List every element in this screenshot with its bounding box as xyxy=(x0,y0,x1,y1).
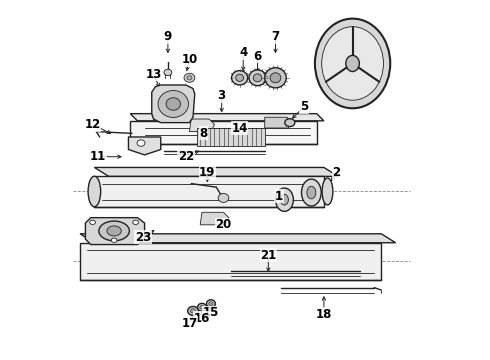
Ellipse shape xyxy=(164,69,172,76)
Ellipse shape xyxy=(285,119,295,127)
Text: 11: 11 xyxy=(90,150,106,163)
Ellipse shape xyxy=(99,221,129,241)
Text: 14: 14 xyxy=(231,122,248,135)
Ellipse shape xyxy=(275,188,294,211)
Ellipse shape xyxy=(133,220,139,225)
Text: 1: 1 xyxy=(275,190,283,203)
Ellipse shape xyxy=(191,309,196,313)
Polygon shape xyxy=(130,121,317,144)
Text: 21: 21 xyxy=(260,249,276,262)
Ellipse shape xyxy=(184,73,195,82)
Text: 15: 15 xyxy=(203,306,219,319)
Ellipse shape xyxy=(200,306,204,309)
Ellipse shape xyxy=(197,303,206,311)
Text: 6: 6 xyxy=(253,50,262,63)
Ellipse shape xyxy=(301,179,321,206)
Ellipse shape xyxy=(307,186,316,199)
Polygon shape xyxy=(85,218,145,244)
Text: 16: 16 xyxy=(194,311,210,325)
Text: 2: 2 xyxy=(332,166,341,179)
Text: 20: 20 xyxy=(216,218,232,231)
Polygon shape xyxy=(130,114,324,121)
Polygon shape xyxy=(95,167,338,176)
Ellipse shape xyxy=(90,220,96,225)
Polygon shape xyxy=(95,176,324,207)
Text: 8: 8 xyxy=(199,127,208,140)
Ellipse shape xyxy=(346,55,359,72)
Polygon shape xyxy=(152,85,195,123)
Text: 18: 18 xyxy=(316,308,332,321)
Text: 12: 12 xyxy=(84,118,101,131)
Ellipse shape xyxy=(111,238,117,242)
Text: 13: 13 xyxy=(146,68,162,81)
Ellipse shape xyxy=(249,70,266,86)
Ellipse shape xyxy=(188,306,198,315)
Polygon shape xyxy=(196,128,265,146)
Ellipse shape xyxy=(232,71,247,85)
Ellipse shape xyxy=(206,300,216,308)
Polygon shape xyxy=(80,234,395,243)
Text: 3: 3 xyxy=(218,89,226,102)
Polygon shape xyxy=(265,117,289,128)
Ellipse shape xyxy=(166,98,180,110)
Ellipse shape xyxy=(253,74,262,82)
Ellipse shape xyxy=(322,27,384,100)
Ellipse shape xyxy=(209,302,213,306)
Text: 10: 10 xyxy=(181,53,197,66)
Ellipse shape xyxy=(158,90,189,117)
Ellipse shape xyxy=(270,73,281,83)
Polygon shape xyxy=(200,212,229,225)
Text: 23: 23 xyxy=(135,231,151,244)
Ellipse shape xyxy=(218,193,229,202)
Ellipse shape xyxy=(322,178,333,205)
Ellipse shape xyxy=(137,140,145,146)
Ellipse shape xyxy=(265,68,286,88)
Text: 7: 7 xyxy=(271,30,279,43)
Polygon shape xyxy=(190,119,215,132)
Ellipse shape xyxy=(107,226,122,236)
Text: 5: 5 xyxy=(300,100,308,113)
Text: 19: 19 xyxy=(199,166,216,179)
Ellipse shape xyxy=(88,176,100,207)
Ellipse shape xyxy=(315,19,390,108)
Text: 4: 4 xyxy=(239,46,247,59)
Text: 17: 17 xyxy=(181,317,197,330)
Polygon shape xyxy=(80,243,381,280)
Polygon shape xyxy=(128,137,161,155)
Ellipse shape xyxy=(280,194,289,205)
Ellipse shape xyxy=(236,74,244,81)
Text: 22: 22 xyxy=(178,150,194,163)
Ellipse shape xyxy=(187,76,192,80)
Text: 9: 9 xyxy=(164,30,172,43)
